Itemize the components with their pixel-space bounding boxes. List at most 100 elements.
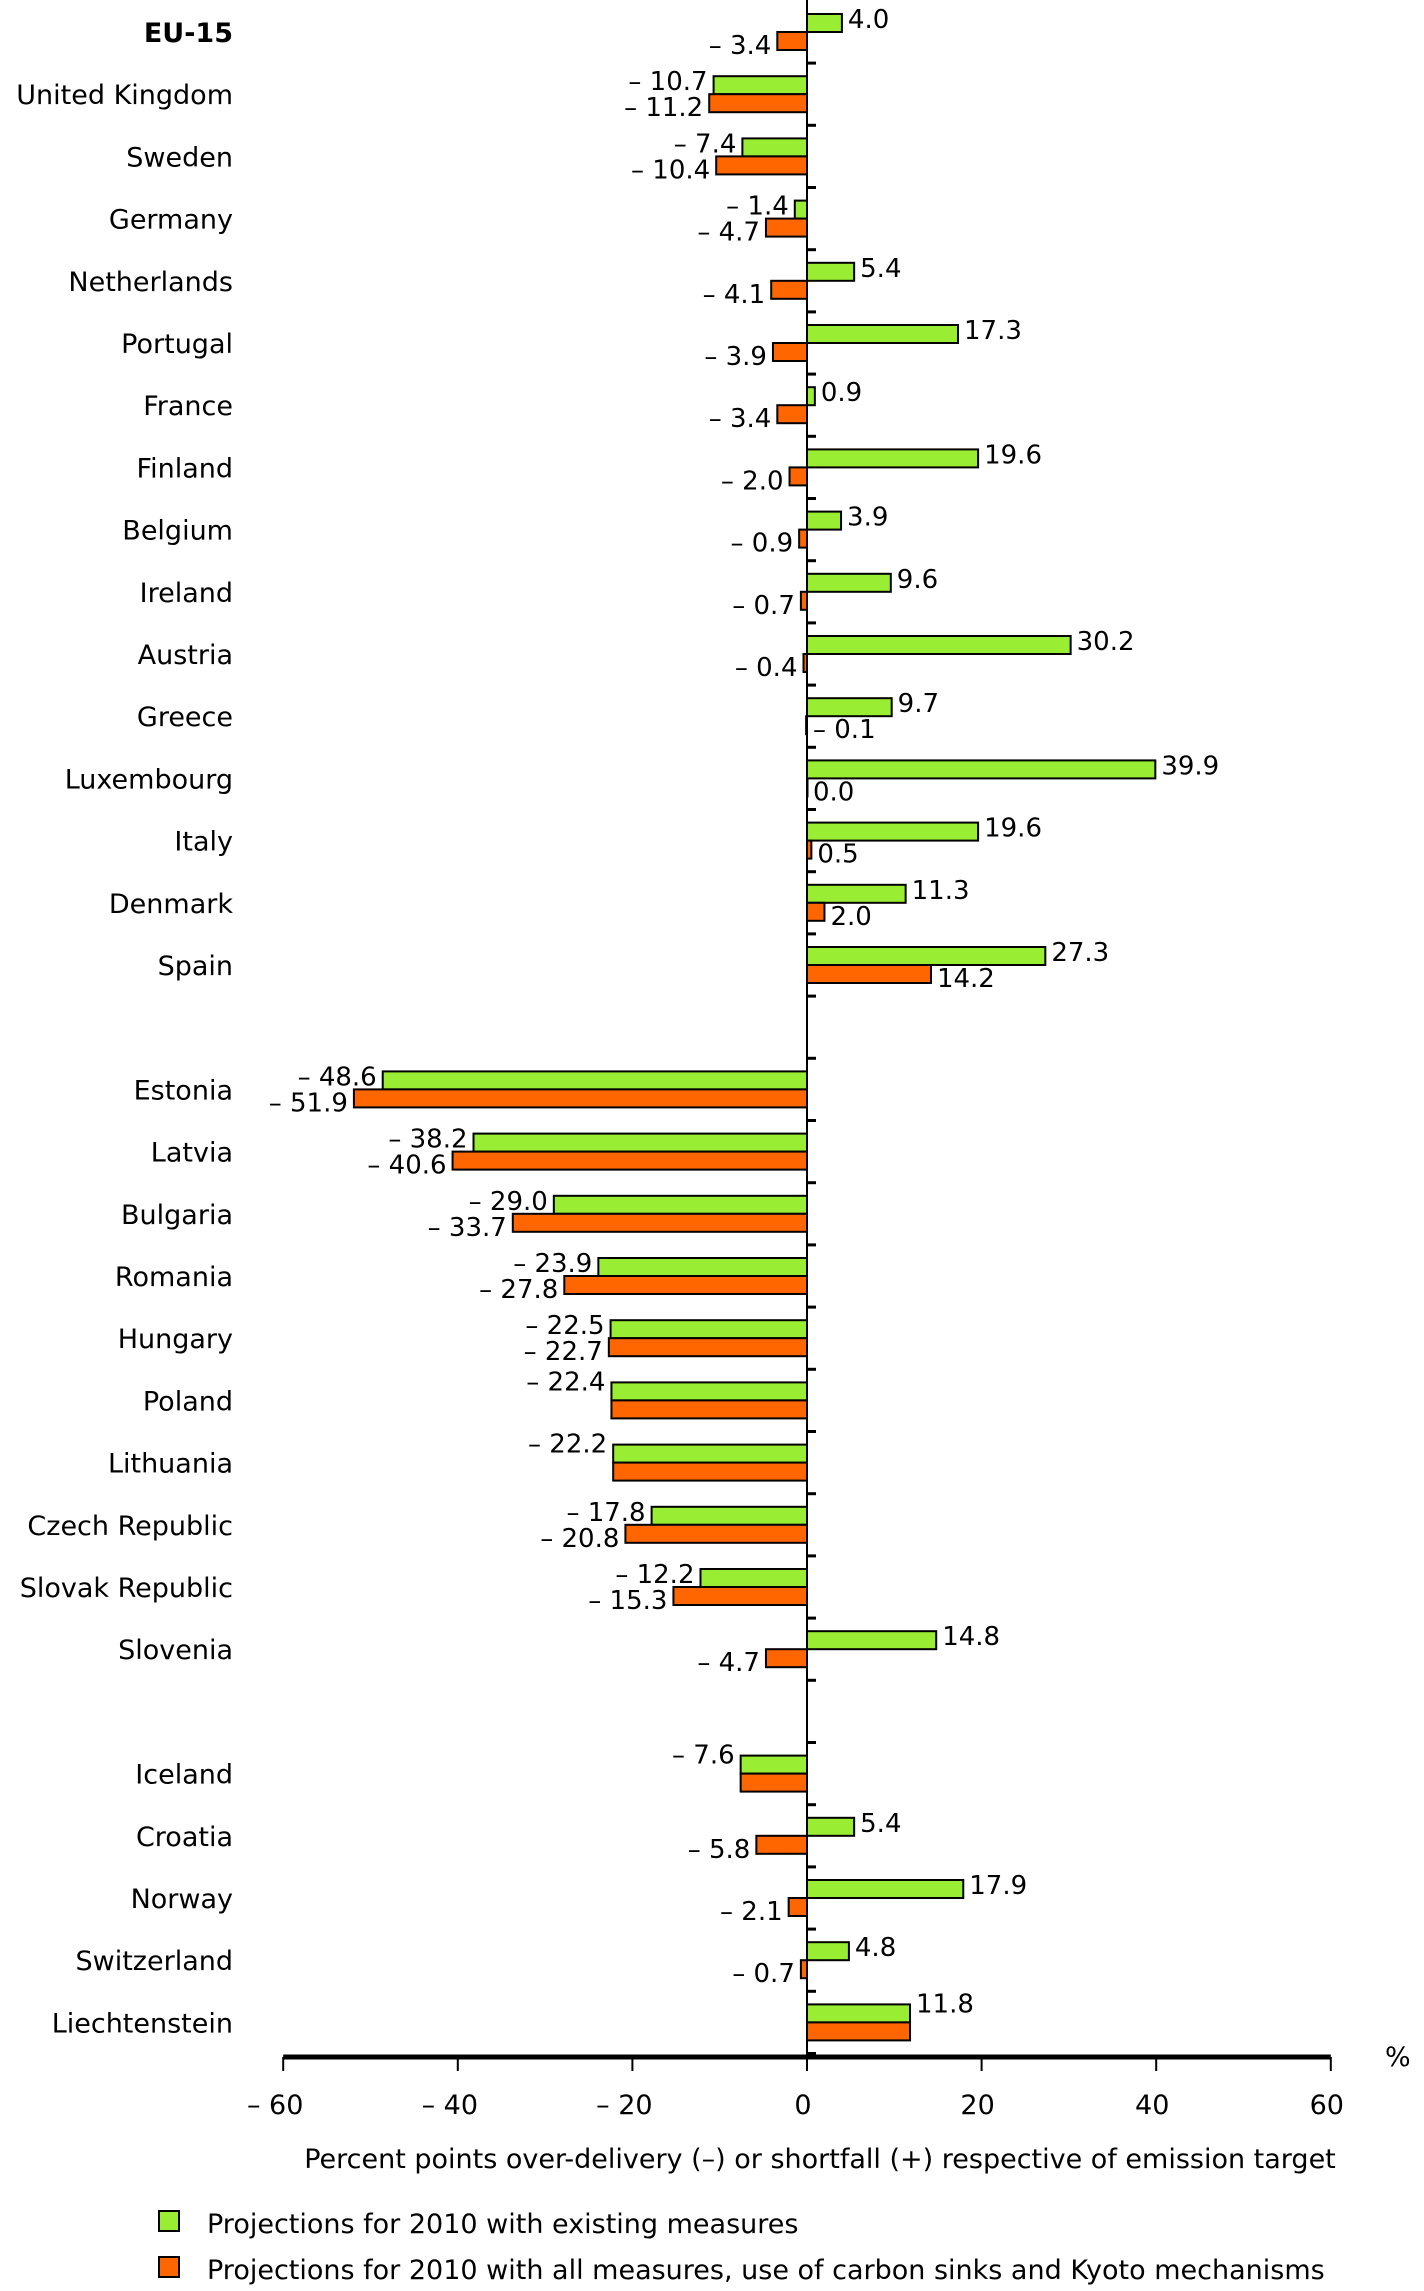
bar-existing: [806, 821, 980, 842]
country-label: Lithuania: [108, 1449, 233, 1480]
bar-all: [563, 1275, 809, 1295]
country-label: Iceland: [135, 1760, 233, 1791]
row-italy: Italy 19.6 0.5: [174, 814, 1042, 874]
row-poland: Poland – 22.4: [143, 1367, 816, 1433]
country-label: Luxembourg: [65, 764, 233, 795]
row-greece: Greece 9.7 – 0.1: [137, 689, 939, 749]
row-germany: Germany – 1.4– 4.7: [109, 192, 816, 252]
country-label: Spain: [158, 951, 233, 982]
bar-existing: [472, 1132, 808, 1153]
value-label-existing: 19.6: [984, 814, 1042, 844]
bar-all: [806, 2021, 912, 2042]
legend-label-existing: Projections for 2010 with existing measu…: [207, 2209, 798, 2240]
row-latvia: Latvia – 38.2– 40.6: [151, 1125, 816, 1185]
bar-existing: [806, 697, 893, 718]
value-label-all: – 2.1: [720, 1897, 783, 1927]
country-label: EU-15: [144, 18, 233, 49]
value-label-all: – 2.0: [721, 466, 784, 496]
value-label-existing: – 7.6: [672, 1741, 735, 1771]
bar-all: [776, 404, 808, 425]
bar-all: [798, 528, 809, 549]
bar-existing: [793, 199, 809, 220]
value-label-all: – 15.3: [588, 1586, 667, 1616]
bar-existing: [609, 1319, 809, 1340]
row-norway: Norway 17.9 – 2.1: [131, 1871, 1027, 1931]
country-label: Czech Republic: [27, 1511, 233, 1542]
bar-existing: [806, 1630, 938, 1651]
country-label: Slovenia: [118, 1635, 233, 1666]
bar-all: [755, 1834, 809, 1855]
bar-existing: [806, 1816, 856, 1837]
unit-label: %: [1385, 2042, 1411, 2073]
bar-existing: [739, 1754, 808, 1775]
value-label-existing: – 22.4: [526, 1367, 605, 1397]
row-romania: Romania – 23.9– 27.8: [115, 1249, 816, 1309]
bar-existing: [806, 448, 980, 469]
bar-all: [451, 1150, 808, 1171]
bar-all: [776, 31, 808, 51]
value-label-all: 2.0: [830, 902, 871, 932]
country-label: Latvia: [151, 1138, 233, 1169]
bar-all: [715, 155, 809, 176]
value-label-existing: 17.9: [969, 1871, 1027, 1901]
bar-all: [770, 279, 808, 300]
value-label-existing: 27.3: [1051, 938, 1109, 968]
country-label: United Kingdom: [16, 80, 233, 111]
legend-swatch-existing: [158, 2210, 180, 2232]
value-label-all: – 0.4: [735, 653, 798, 683]
value-label-all: – 3.4: [709, 404, 772, 434]
bar-all: [708, 93, 808, 114]
country-label: Germany: [109, 205, 233, 236]
value-label-all: – 11.2: [624, 93, 703, 123]
country-label: Croatia: [136, 1822, 233, 1853]
value-label-all: 14.2: [937, 964, 995, 994]
bar-existing: [806, 1941, 850, 1962]
value-label-all: – 27.8: [479, 1275, 558, 1305]
row-czech-republic: Czech Republic – 17.8– 20.8: [27, 1498, 816, 1558]
value-label-all: – 33.7: [428, 1213, 507, 1243]
bar-all: [806, 964, 932, 984]
bar-existing: [806, 946, 1047, 966]
row-hungary: Hungary – 22.5– 22.7: [118, 1311, 816, 1371]
bar-existing: [650, 1505, 809, 1526]
value-label-existing: – 1.4: [726, 192, 789, 222]
value-label-existing: 5.4: [860, 254, 901, 284]
value-label-existing: 4.8: [855, 1933, 896, 1963]
row-estonia: Estonia – 48.6– 51.9: [134, 1062, 816, 1122]
bar-all: [739, 1772, 808, 1793]
x-tick-label: 60: [1310, 2090, 1344, 2121]
bar-existing: [699, 1568, 809, 1588]
country-label: Belgium: [122, 516, 233, 547]
value-label-all: – 4.7: [697, 218, 760, 248]
country-label: Romania: [115, 1262, 233, 1293]
bar-existing: [806, 883, 907, 904]
row-lithuania: Lithuania – 22.2: [108, 1430, 816, 1496]
bar-existing: [806, 13, 843, 33]
value-label-existing: 11.8: [916, 1989, 974, 2019]
value-label-existing: 14.8: [942, 1622, 1000, 1652]
value-label-existing: 19.6: [984, 440, 1042, 470]
row-belgium: Belgium 3.9 – 0.9: [122, 503, 888, 563]
value-label-existing: 5.4: [860, 1809, 901, 1839]
legend-swatch-all: [158, 2256, 180, 2278]
bar-existing: [806, 386, 816, 407]
bar-all: [607, 1337, 808, 1358]
bar-existing: [806, 759, 1157, 780]
row-finland: Finland 19.6 – 2.0: [137, 440, 1042, 500]
bar-all: [672, 1586, 809, 1606]
value-label-existing: 11.3: [912, 876, 970, 906]
country-label: Austria: [138, 640, 233, 671]
value-label-all: – 4.7: [697, 1648, 760, 1678]
value-label-existing: – 38.2: [388, 1125, 467, 1155]
value-label-all: – 20.8: [540, 1524, 619, 1554]
row-sweden: Sweden – 7.4– 10.4: [126, 129, 816, 189]
bar-existing: [381, 1070, 808, 1091]
value-label-existing: – 22.5: [525, 1311, 604, 1341]
value-label-existing: – 22.2: [528, 1430, 607, 1460]
value-label-all: 0.5: [817, 840, 858, 870]
bar-all: [771, 342, 809, 362]
value-label-all: – 10.4: [631, 155, 710, 185]
bar-all: [764, 217, 808, 238]
bar-existing: [806, 324, 960, 344]
bar-existing: [612, 1443, 808, 1464]
